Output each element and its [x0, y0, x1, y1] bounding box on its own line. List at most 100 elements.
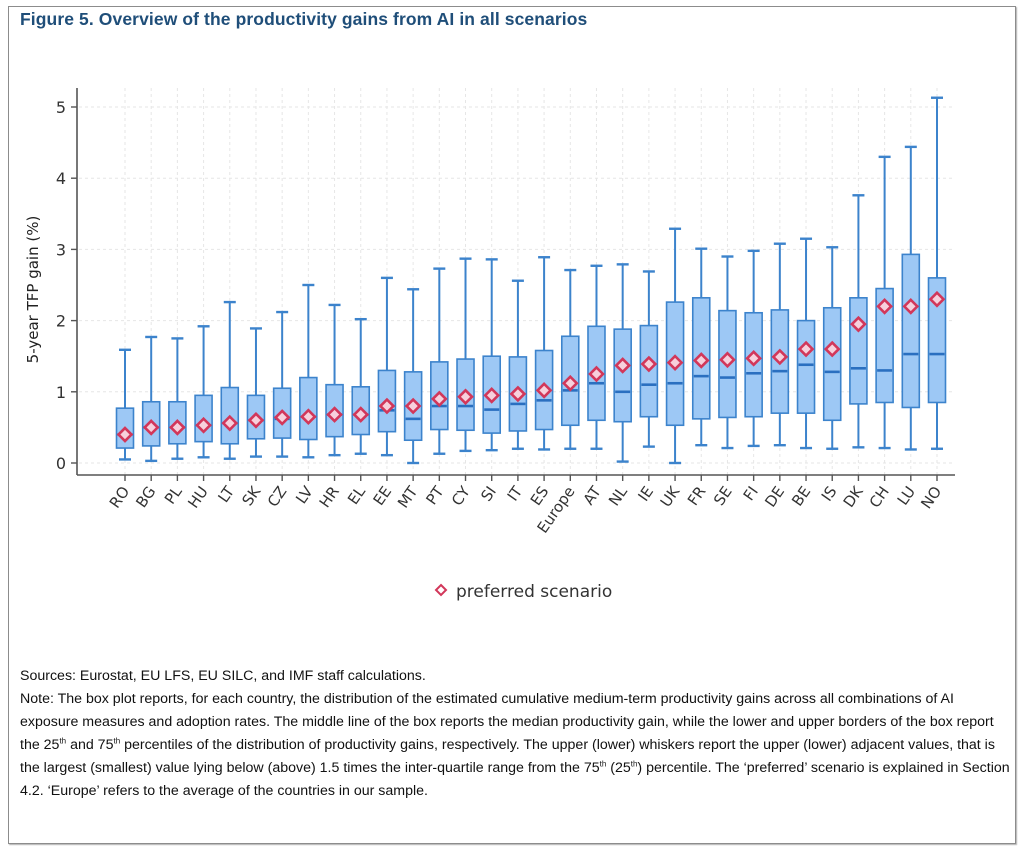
preferred-scenario-marker [850, 315, 867, 333]
preferred-scenario-marker [300, 408, 317, 426]
preferred-scenario-marker [535, 382, 553, 399]
preferred-scenario-marker [771, 348, 789, 366]
box-at [587, 264, 606, 450]
iqr-box [927, 277, 947, 404]
iqr-box [822, 306, 842, 422]
box-dk [849, 194, 868, 449]
y-tick-label: 5 [56, 98, 66, 117]
y-tick-label: 2 [56, 312, 66, 331]
x-tick-label: NO [917, 483, 945, 512]
iqr-box [901, 253, 921, 409]
x-tick-label: PT [422, 482, 448, 508]
x-tick-label: BE [788, 483, 814, 510]
box-se [718, 255, 737, 450]
preferred-scenario-marker [797, 340, 815, 358]
x-tick-label: IS [818, 483, 841, 505]
x-tick-label: FI [740, 483, 762, 504]
box-ee [377, 276, 397, 457]
preferred-scenario-marker [561, 374, 579, 392]
iqr-box [796, 319, 816, 414]
figure-notes: Sources: Eurostat, EU LFS, EU SILC, and … [20, 665, 1010, 803]
x-tick-label: IE [634, 483, 657, 505]
preferred-scenario-marker [745, 349, 762, 367]
box-ch [875, 155, 894, 450]
y-tick-label: 3 [56, 240, 66, 259]
x-tick-label: RO [106, 483, 133, 512]
sources-text: Sources: Eurostat, EU LFS, EU SILC, and … [20, 668, 426, 684]
preferred-scenario-marker [823, 340, 841, 358]
figure-title: Figure 5. Overview of the productivity g… [20, 9, 588, 29]
box-pt [430, 267, 449, 455]
axis-layer: 5-year TFP gain (%) [24, 88, 955, 476]
x-tick-label: IT [504, 482, 527, 504]
box-es [534, 256, 554, 451]
y-ticks: 0 1 2 3 4 5 [56, 98, 77, 473]
boxes [115, 96, 947, 465]
box-lv [299, 283, 318, 459]
preferred-scenario-marker [404, 397, 422, 415]
preferred-scenario-marker [640, 355, 658, 373]
box-fi [744, 249, 763, 448]
x-tick-label: DE [761, 483, 788, 511]
box-be [796, 237, 816, 450]
preferred-scenario-marker [247, 411, 265, 429]
box-pl [168, 337, 187, 460]
preferred-scenario-marker [378, 397, 396, 415]
preferred-scenario-marker [483, 387, 501, 404]
box-cz [272, 310, 292, 458]
box-is [822, 246, 842, 450]
box-el [351, 317, 371, 455]
box-nl [613, 263, 632, 463]
preferred-scenario-marker [195, 416, 212, 434]
box-hr [325, 303, 344, 457]
preferred-scenario-marker [326, 406, 343, 423]
x-tick-label: LU [894, 483, 919, 509]
box-mt [403, 288, 423, 465]
box-hu [194, 325, 213, 459]
box-europe [560, 268, 580, 450]
x-tick-label: CY [448, 482, 474, 509]
x-tick-label: BG [132, 483, 159, 511]
preferred-scenario-marker [116, 426, 134, 443]
y-tick-label: 1 [56, 383, 66, 402]
box-lt [220, 300, 240, 460]
iqr-box [613, 328, 632, 423]
preferred-scenario-marker [169, 419, 186, 436]
box-fr [691, 247, 711, 447]
x-tick-label: PL [161, 482, 186, 507]
box-de [770, 242, 790, 447]
preferred-scenario-marker [876, 298, 893, 315]
x-tick-label: NL [605, 482, 631, 509]
x-tick-label: CH [866, 483, 893, 511]
preferred-scenario-marker [221, 414, 239, 432]
iqr-box [849, 297, 868, 405]
x-tick-label: HU [184, 483, 212, 512]
preferred-scenario-marker [928, 290, 946, 308]
x-tick-label: LV [292, 482, 317, 507]
x-tick-label: SK [238, 482, 265, 509]
legend-label: preferred scenario [456, 582, 612, 602]
preferred-scenario-marker [273, 409, 291, 426]
box-uk [665, 227, 685, 465]
preferred-scenario-marker [430, 390, 448, 408]
legend: preferred scenario [434, 582, 612, 602]
legend-preferred-marker [434, 583, 448, 597]
x-tick-label: SE [710, 483, 736, 509]
preferred-scenario-marker [614, 357, 632, 374]
preferred-scenario-marker [692, 352, 710, 369]
x-tick-label: HR [316, 483, 343, 511]
box-cy [456, 257, 475, 453]
box-lu [901, 145, 921, 451]
x-tick-label: DK [840, 482, 868, 511]
preferred-scenario-marker [902, 298, 920, 315]
x-tick-label: FR [684, 483, 710, 509]
box-ro [115, 348, 135, 461]
x-tick-label: LT [214, 482, 238, 506]
x-tick-label: CZ [264, 483, 291, 510]
x-tick-label: SI [477, 483, 500, 505]
box-si [482, 258, 502, 452]
x-tick-label: EE [370, 483, 396, 509]
box-no [927, 96, 947, 450]
